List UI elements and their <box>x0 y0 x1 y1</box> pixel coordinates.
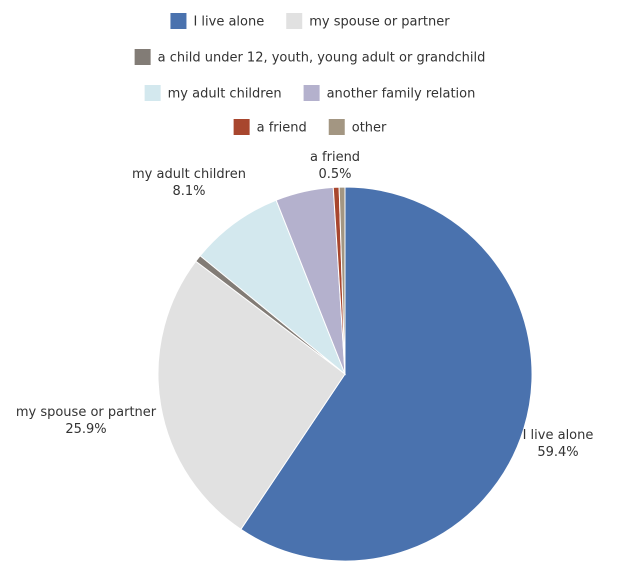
legend-swatch <box>286 13 303 29</box>
slice-labels: I live alone 59.4% my spouse or partner 25.… <box>16 150 594 460</box>
legend-swatch <box>328 119 345 135</box>
legend: I live alone my spouse or partner a child … <box>134 13 486 136</box>
pie-slice-other[interactable] <box>338 186 346 375</box>
legend-item-my-adult-children: my adult children <box>144 85 282 102</box>
legend-label: a child under 12, youth, young adult or … <box>158 51 486 66</box>
data-label-i-live-alone: I live alone 59.4% <box>523 428 594 460</box>
legend-label: my adult children <box>168 87 282 102</box>
legend-item-i-live-alone: I live alone <box>170 13 264 30</box>
legend-item-a-child-under-12-youth-young-adult-or-grandchild: a child under 12, youth, young adult or … <box>134 49 486 66</box>
pie-slices <box>157 186 533 561</box>
legend-swatch <box>170 13 187 29</box>
pie-slice-my-adult-children[interactable] <box>199 199 347 376</box>
legend-item-a-friend: a friend <box>233 119 307 136</box>
legend-swatch <box>303 85 320 101</box>
data-label-a-friend: a friend 0.5% <box>310 150 360 182</box>
data-label-my-spouse-or-partner: my spouse or partner 25.9% <box>16 405 157 437</box>
legend-label: my spouse or partner <box>309 15 450 30</box>
data-label-my-adult-children: my adult children 8.1% <box>132 167 246 199</box>
legend-label: other <box>352 121 387 136</box>
pie-slice-my-spouse-or-partner[interactable] <box>157 260 346 531</box>
legend-swatch <box>134 49 151 65</box>
legend-label: a friend <box>257 121 307 136</box>
legend-item-another-family-relation: another family relation <box>303 85 476 102</box>
legend-swatch <box>233 119 250 135</box>
legend-item-other: other <box>328 119 387 136</box>
legend-swatch <box>144 85 161 101</box>
legend-label: I live alone <box>193 15 264 30</box>
legend-label: another family relation <box>327 87 476 102</box>
legend-item-my-spouse-or-partner: my spouse or partner <box>286 13 450 30</box>
